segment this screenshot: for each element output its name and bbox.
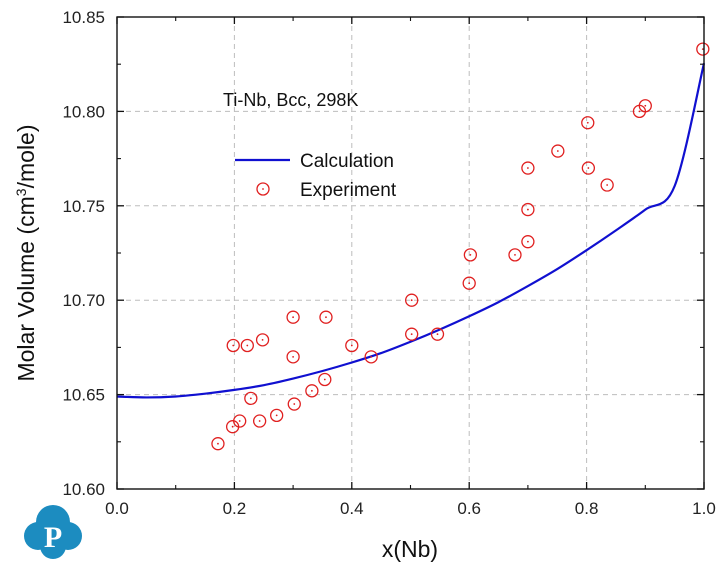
logo-bubble-bottom: [40, 533, 66, 559]
experiment-point-center: [586, 121, 589, 124]
y-axis-title: Molar Volume (cm3/mole): [13, 124, 39, 381]
experiment-point-center: [231, 425, 234, 428]
experiment-point: [551, 144, 565, 158]
experiment-point: [581, 161, 596, 175]
experiment-series: [211, 42, 710, 451]
y-tick-label: 10.70: [62, 291, 105, 310]
experiment-point: [696, 42, 710, 56]
experiment-point: [521, 202, 535, 217]
experiment-point: [318, 372, 332, 387]
experiment-point-center: [527, 208, 529, 211]
experiment-point-center: [410, 299, 413, 302]
experiment-point-center: [644, 104, 647, 107]
legend: Calculation Experiment: [235, 151, 397, 201]
experiment-point-center: [261, 338, 264, 341]
logo-letter: P: [44, 521, 62, 554]
x-axis-title: x(Nb): [382, 536, 438, 562]
experiment-point: [405, 327, 419, 341]
experiment-point: [319, 310, 333, 324]
calculation-curve: [116, 63, 706, 399]
x-tick-label: 1.0: [692, 499, 716, 518]
legend-label-calculation: Calculation: [300, 151, 394, 172]
experiment-point-center: [587, 167, 590, 169]
experiment-point: [364, 350, 378, 364]
y-tick-label: 10.75: [62, 197, 105, 216]
experiment-point-center: [606, 184, 609, 186]
y-tick-label: 10.85: [62, 8, 105, 27]
x-tick-label: 0.4: [340, 499, 364, 518]
experiment-point-center: [293, 403, 296, 405]
experiment-point: [581, 116, 595, 130]
experiment-point-center: [410, 333, 413, 336]
experiment-point: [286, 310, 300, 324]
experiment-point: [638, 99, 652, 113]
experiment-point: [345, 338, 359, 353]
experiment-point: [240, 338, 254, 353]
experiment-point: [244, 391, 258, 406]
experiment-point-center: [638, 110, 641, 113]
axis-ticks: 0.0 0.2 0.4 0.6 0.8 1.0 10.60 10.65 10.70 10.75 10…: [62, 8, 715, 518]
experiment-point-center: [325, 316, 327, 319]
experiment-point-center: [292, 316, 294, 319]
experiment-point-center: [238, 420, 241, 422]
y-axis-title-end: /mole): [13, 124, 39, 188]
experiment-point: [521, 161, 535, 175]
company-logo: P: [24, 505, 82, 559]
experiment-point-center: [527, 240, 529, 243]
experiment-point: [233, 414, 247, 428]
experiment-point: [305, 384, 319, 398]
experiment-point-center: [249, 397, 252, 400]
y-tick-label: 10.65: [62, 386, 105, 405]
experiment-point-center: [350, 344, 353, 347]
experiment-point: [463, 248, 478, 262]
experiment-point-center: [217, 442, 219, 445]
experiment-point: [600, 178, 614, 192]
y-tick-label: 10.80: [62, 102, 105, 121]
experiment-point: [405, 293, 419, 307]
experiment-point: [508, 248, 522, 262]
experiment-point-center: [292, 355, 294, 358]
grid-lines: [117, 17, 704, 489]
experiment-point-center: [469, 253, 472, 256]
experiment-point: [286, 350, 300, 364]
experiment-point: [211, 437, 225, 451]
legend-marker-dot: [262, 188, 264, 190]
experiment-point: [255, 333, 270, 347]
experiment-point: [430, 327, 445, 341]
experiment-point: [287, 397, 301, 411]
experiment-point-center: [323, 378, 326, 381]
experiment-point-center: [275, 414, 278, 417]
y-axis-title-main: Molar Volume (cm: [13, 196, 39, 381]
experiment-point: [462, 276, 476, 290]
plot-frame: [116, 16, 705, 490]
calculation-series: [116, 63, 706, 399]
chart-annotation: Ti-Nb, Bcc, 298K: [223, 90, 358, 110]
experiment-point-center: [246, 344, 249, 347]
experiment-point-center: [258, 420, 261, 422]
logo-bubble-top: [36, 505, 70, 539]
experiment-point-center: [556, 150, 559, 152]
experiment-point: [270, 408, 284, 423]
experiment-point-center: [514, 253, 516, 256]
experiment-point: [226, 338, 240, 353]
experiment-point-center: [232, 344, 235, 347]
experiment-point: [252, 414, 267, 428]
experiment-point-center: [310, 389, 313, 392]
experiment-point-center: [527, 167, 529, 169]
x-tick-label: 0.6: [457, 499, 481, 518]
x-tick-label: 0.0: [105, 499, 129, 518]
experiment-point: [521, 235, 535, 249]
y-tick-label: 10.60: [62, 480, 105, 499]
x-tick-label: 0.2: [223, 499, 247, 518]
experiment-point-center: [370, 355, 373, 358]
x-tick-label: 0.8: [575, 499, 599, 518]
y-axis-title-sup: 3: [13, 188, 29, 196]
experiment-point-center: [468, 282, 471, 285]
experiment-point-center: [701, 48, 704, 50]
experiment-point-center: [436, 333, 439, 336]
legend-label-experiment: Experiment: [300, 180, 397, 201]
legend-marker-experiment: [256, 182, 270, 196]
